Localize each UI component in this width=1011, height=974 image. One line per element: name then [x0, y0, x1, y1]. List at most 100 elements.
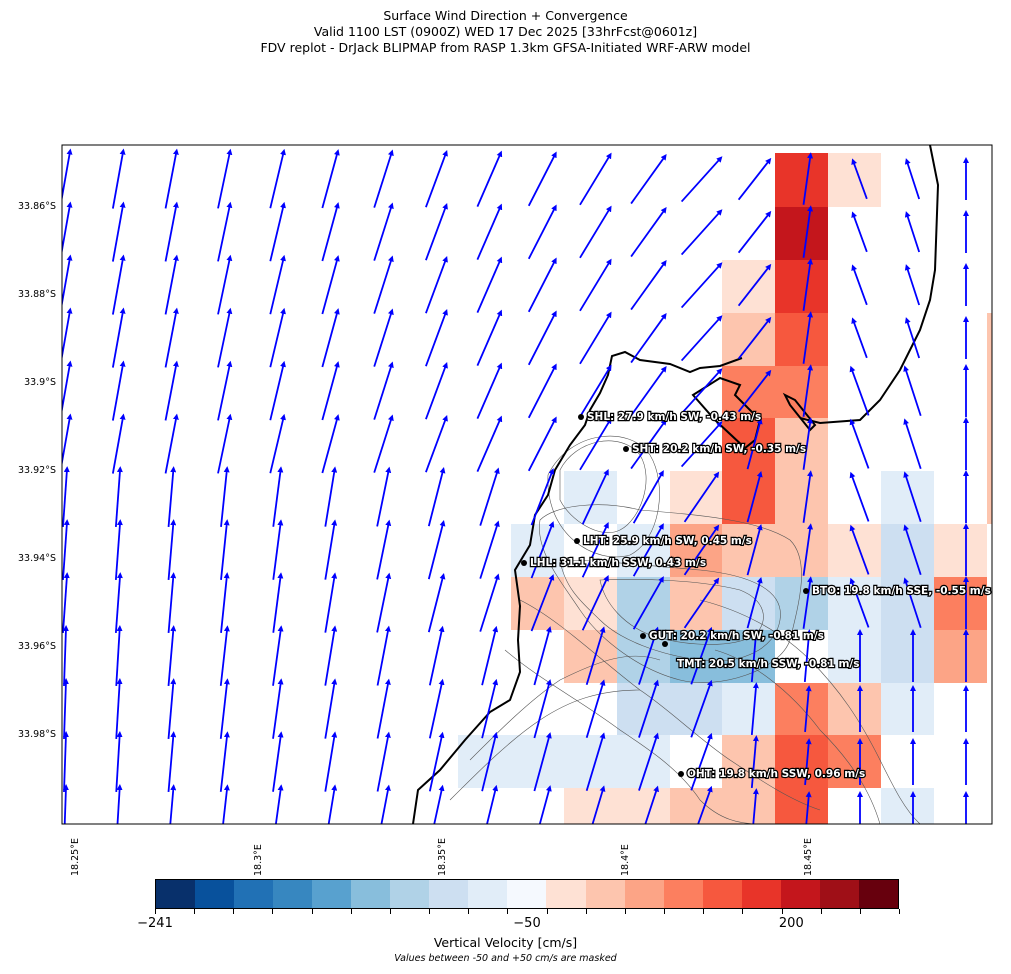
- wind-arrow: [903, 418, 922, 470]
- wind-arrow: [269, 413, 286, 474]
- wind-arrow: [802, 258, 814, 311]
- wind-arrow: [219, 678, 230, 739]
- wind-arrow: [476, 150, 503, 207]
- wind-arrow: [217, 360, 233, 421]
- wind-arrow: [538, 785, 552, 824]
- wind-arrow: [630, 206, 667, 258]
- wind-arrow: [428, 625, 445, 686]
- velocity-cell: [934, 577, 987, 630]
- wind-arrow: [585, 732, 606, 792]
- wind-arrow: [903, 577, 922, 629]
- wind-arrow: [904, 158, 921, 200]
- wind-arrow: [425, 150, 448, 208]
- terrain-contour: [699, 599, 921, 824]
- station-dot-oht: [678, 771, 684, 777]
- wind-arrow: [585, 679, 606, 739]
- velocity-cell: [722, 683, 775, 735]
- wind-arrow: [802, 576, 814, 629]
- wind-arrow: [111, 413, 126, 474]
- wind-arrow: [62, 201, 73, 256]
- wind-arrow: [62, 148, 73, 203]
- wind-arrow: [222, 784, 230, 824]
- colorbar-tick: [155, 909, 156, 914]
- wind-arrow: [164, 148, 179, 209]
- wind-arrow: [425, 362, 448, 420]
- wind-arrow: [62, 307, 73, 362]
- lon-tick-label: 18.4°E: [620, 844, 631, 876]
- wind-arrow: [164, 254, 179, 315]
- wind-arrow: [272, 731, 284, 792]
- wind-arrow: [321, 149, 340, 209]
- coastline-main: [412, 350, 743, 824]
- velocity-cell: [564, 577, 617, 630]
- lat-tick-label: 33.94°S: [18, 553, 56, 564]
- wind-arrow: [746, 523, 763, 576]
- wind-arrow: [167, 572, 177, 633]
- wind-arrow: [272, 466, 284, 527]
- wind-arrow: [274, 784, 284, 824]
- wind-arrow: [373, 308, 394, 367]
- wind-arrow: [804, 738, 812, 785]
- station-label-lht: LHT: 25.9 km/h SW, 0.45 m/s: [583, 535, 752, 547]
- wind-arrow: [220, 572, 230, 633]
- wind-arrow: [527, 257, 557, 313]
- velocity-cell: [881, 683, 934, 735]
- wind-arrow: [527, 310, 557, 366]
- colorbar-tick: [899, 909, 900, 914]
- colorbar-tick: [585, 909, 587, 914]
- lat-tick-label: 33.96°S: [18, 641, 56, 652]
- wind-arrow: [321, 202, 340, 262]
- colorbar-tick: [742, 909, 744, 914]
- wind-arrow: [219, 731, 230, 792]
- wind-arrow: [427, 467, 446, 527]
- wind-arrow: [802, 364, 814, 417]
- wind-arrow: [476, 203, 503, 260]
- wind-arrow: [849, 365, 870, 416]
- terrain-contour: [539, 504, 802, 683]
- wind-arrow: [269, 254, 286, 315]
- wind-arrow: [591, 785, 606, 824]
- wind-arrow: [111, 201, 126, 262]
- colorbar-tick-label: −50: [513, 916, 541, 931]
- velocity-cell: [775, 260, 828, 313]
- wind-arrow: [680, 368, 723, 415]
- wind-arrow: [269, 201, 286, 262]
- wind-arrow: [324, 678, 338, 739]
- colorbar-segment: [195, 880, 235, 908]
- wind-arrow: [802, 205, 814, 258]
- colorbar-tick: [781, 909, 783, 914]
- wind-arrow: [62, 731, 69, 793]
- coastline-breakwater2: [782, 392, 817, 432]
- wind-arrow: [533, 679, 552, 739]
- colorbar-segment: [702, 880, 742, 908]
- wind-arrow: [164, 413, 179, 474]
- velocity-cell: [881, 630, 934, 683]
- velocity-cell: [722, 788, 775, 824]
- colorbar-tick-label: 200: [778, 916, 804, 931]
- colorbar-note: Values between -50 and +50 cm/s are mask…: [394, 953, 617, 964]
- lon-tick-label: 18.35°E: [437, 838, 448, 876]
- terrain-contour: [559, 559, 781, 662]
- colorbar-segment: [819, 880, 859, 908]
- wind-arrow: [527, 151, 557, 207]
- station-dot-bto: [803, 588, 809, 594]
- wind-arrow: [630, 153, 667, 205]
- wind-arrows: [62, 148, 969, 824]
- wind-arrow: [527, 416, 557, 472]
- wind-arrow: [111, 148, 126, 209]
- wind-arrow: [111, 360, 126, 421]
- wind-arrow: [115, 625, 123, 687]
- wind-arrow: [632, 470, 664, 524]
- station-label-shl: SHL: 27.9 km/h SW, -0.43 m/s: [587, 411, 761, 423]
- wind-arrow: [680, 421, 723, 468]
- wind-arrow: [220, 519, 230, 580]
- wind-arrow: [644, 785, 659, 824]
- velocity-cell: [564, 471, 617, 524]
- wind-arrow: [324, 625, 338, 686]
- wind-arrow: [62, 466, 70, 527]
- wind-arrow: [269, 307, 286, 368]
- wind-arrow: [530, 521, 555, 579]
- wind-arrow: [164, 201, 179, 262]
- chart-title: Surface Wind Direction + Convergence: [383, 8, 628, 23]
